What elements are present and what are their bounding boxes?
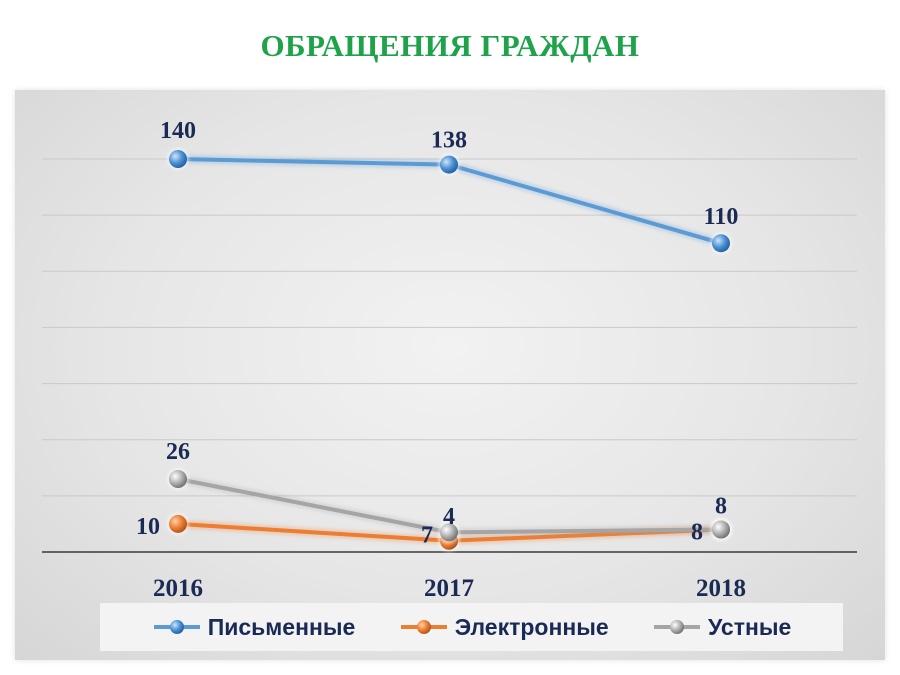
legend-item-electronic: Электронные (399, 614, 609, 641)
data-point-written (440, 155, 458, 174)
data-point-oral (712, 520, 730, 539)
data-label-electronic: 8 (715, 494, 727, 520)
data-label-written: 138 (431, 128, 467, 154)
data-label-oral: 7 (421, 522, 433, 548)
legend-marker-oral (654, 620, 701, 634)
legend: Письменные Электронные Устные (100, 603, 843, 651)
data-label-oral: 26 (166, 439, 190, 465)
legend-marker-written (153, 620, 200, 634)
data-label-electronic: 10 (136, 514, 160, 540)
chart-panel (15, 90, 885, 660)
data-point-written (712, 234, 730, 253)
x-tick-label: 2017 (424, 575, 474, 602)
legend-marker-electronic (400, 620, 447, 634)
data-label-oral: 8 (691, 520, 703, 546)
data-point-oral (169, 470, 187, 489)
data-label-written: 140 (160, 118, 196, 144)
legend-label-electronic: Электронные (454, 613, 609, 640)
data-point-oral (440, 523, 458, 542)
legend-item-written: Письменные (152, 613, 356, 641)
data-point-written (169, 150, 187, 168)
data-label-electronic: 4 (443, 504, 455, 530)
x-tick-label: 2016 (153, 575, 203, 602)
chart-title: ОБРАЩЕНИЯ ГРАЖДАН (260, 28, 640, 63)
legend-item-oral: Устные (652, 614, 791, 641)
legend-label-written: Письменные (207, 613, 356, 640)
data-label-written: 110 (704, 204, 739, 230)
legend-label-oral: Устные (708, 613, 792, 640)
x-tick-label: 2018 (696, 575, 746, 602)
data-point-electronic (169, 514, 187, 533)
